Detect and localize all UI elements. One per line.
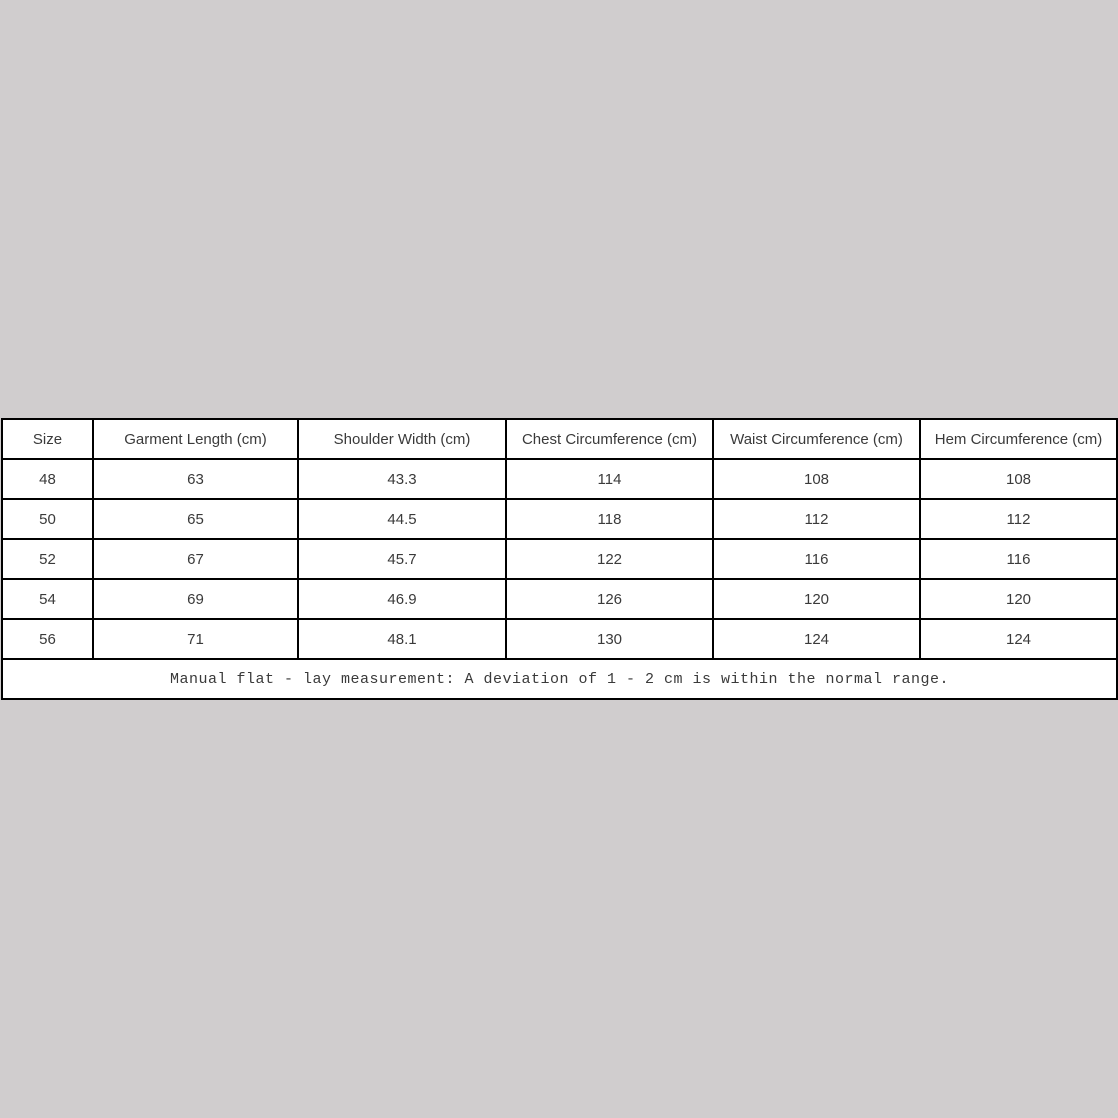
table-row: 54 69 46.9 126 120 120	[1, 578, 1118, 620]
table-cell: 65	[92, 498, 299, 540]
table-row: 48 63 43.3 114 108 108	[1, 458, 1118, 500]
table-cell: 112	[712, 498, 921, 540]
table-cell: 46.9	[297, 578, 507, 620]
table-cell: 54	[1, 578, 94, 620]
table-cell: 108	[712, 458, 921, 500]
table-cell: 116	[919, 538, 1118, 580]
table-cell: 48	[1, 458, 94, 500]
table-cell: 69	[92, 578, 299, 620]
table-cell: 44.5	[297, 498, 507, 540]
footnote-row: Manual flat - lay measurement: A deviati…	[1, 658, 1118, 700]
size-table-header-row: Size Garment Length (cm) Shoulder Width (c…	[1, 418, 1118, 460]
table-cell: 118	[505, 498, 714, 540]
column-header: Garment Length (cm)	[92, 418, 299, 460]
table-cell: 63	[92, 458, 299, 500]
table-cell: 120	[919, 578, 1118, 620]
table-cell: 122	[505, 538, 714, 580]
column-header: Size	[1, 418, 94, 460]
footnote: Manual flat - lay measurement: A deviati…	[1, 658, 1118, 700]
table-cell: 116	[712, 538, 921, 580]
size-table: Size Garment Length (cm) Shoulder Width (c…	[1, 418, 1118, 700]
column-header: Shoulder Width (cm)	[297, 418, 507, 460]
table-cell: 112	[919, 498, 1118, 540]
table-cell: 114	[505, 458, 714, 500]
table-row: 50 65 44.5 118 112 112	[1, 498, 1118, 540]
table-cell: 71	[92, 618, 299, 660]
table-row: 52 67 45.7 122 116 116	[1, 538, 1118, 580]
size-chart: Size Garment Length (cm) Shoulder Width (c…	[1, 418, 1118, 700]
size-table-body: 48 63 43.3 114 108 108 50 65 44.5 118 112 112 52 67 45…	[1, 458, 1118, 660]
table-cell: 52	[1, 538, 94, 580]
column-header: Chest Circumference (cm)	[505, 418, 714, 460]
table-cell: 124	[919, 618, 1118, 660]
table-row: 56 71 48.1 130 124 124	[1, 618, 1118, 660]
table-cell: 56	[1, 618, 94, 660]
table-cell: 124	[712, 618, 921, 660]
table-cell: 108	[919, 458, 1118, 500]
column-header: Hem Circumference (cm)	[919, 418, 1118, 460]
table-cell: 120	[712, 578, 921, 620]
table-cell: 43.3	[297, 458, 507, 500]
table-cell: 50	[1, 498, 94, 540]
table-cell: 130	[505, 618, 714, 660]
column-header: Waist Circumference (cm)	[712, 418, 921, 460]
table-cell: 45.7	[297, 538, 507, 580]
table-cell: 126	[505, 578, 714, 620]
table-cell: 67	[92, 538, 299, 580]
table-cell: 48.1	[297, 618, 507, 660]
